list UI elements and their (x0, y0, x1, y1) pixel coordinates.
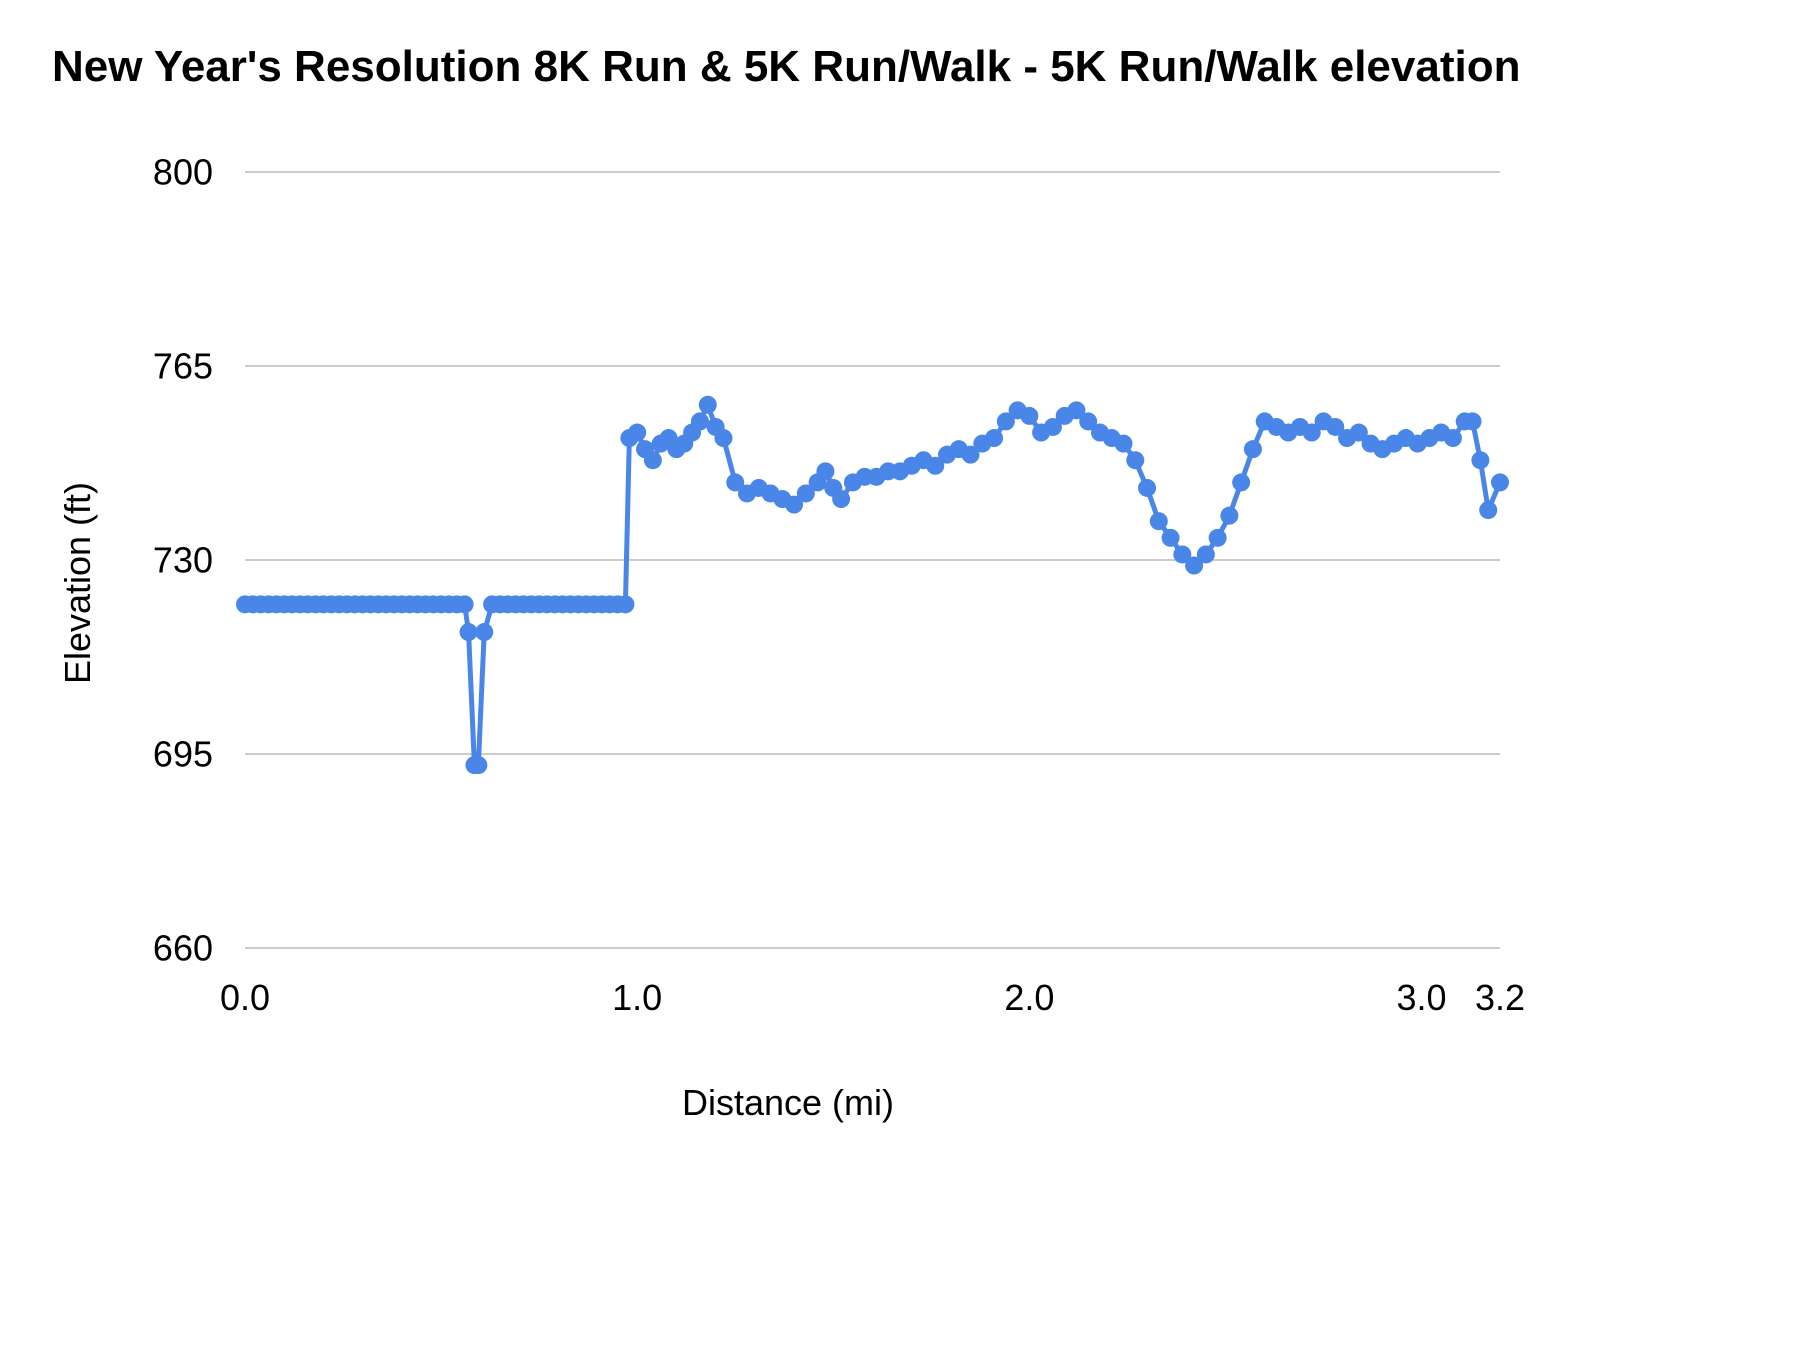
x-tick-label: 3.2 (1475, 977, 1525, 1018)
data-point-marker (985, 429, 1004, 448)
data-point-marker (469, 756, 488, 775)
data-point-marker (1067, 401, 1086, 420)
data-point-marker (1479, 501, 1498, 520)
data-point-marker (616, 595, 635, 614)
data-point-marker (1043, 417, 1062, 436)
data-point-marker (832, 490, 851, 509)
data-point-marker (726, 473, 745, 492)
data-point-marker (455, 595, 474, 614)
data-point-marker (1471, 451, 1490, 470)
y-tick-label: 765 (153, 346, 213, 387)
x-tick-label: 0.0 (220, 977, 270, 1018)
x-tick-label: 3.0 (1397, 977, 1447, 1018)
data-point-marker (961, 445, 980, 464)
elevation-line (242, 402, 1503, 768)
data-point-marker (1138, 478, 1157, 497)
data-point-marker (1185, 556, 1204, 575)
chart-title: New Year's Resolution 8K Run & 5K Run/Wa… (52, 42, 1521, 91)
data-point-marker (1232, 473, 1251, 492)
data-point-marker (714, 429, 733, 448)
y-tick-label: 660 (153, 928, 213, 969)
data-point-marker (1079, 412, 1098, 431)
y-tick-label: 695 (153, 734, 213, 775)
data-point-marker (1243, 440, 1262, 459)
data-point-marker (475, 623, 494, 642)
data-point-marker (1349, 423, 1368, 442)
data-point-marker (996, 412, 1015, 431)
data-point-marker (1196, 545, 1215, 564)
data-point-marker (926, 456, 945, 475)
data-point-marker (1114, 434, 1133, 453)
data-point-marker (1326, 417, 1345, 436)
data-point-marker (796, 484, 815, 503)
data-point-marker (1302, 423, 1321, 442)
data-point-marker (698, 395, 717, 414)
data-point-marker (1126, 451, 1145, 470)
data-point-marker (643, 451, 662, 470)
y-tick-label: 730 (153, 540, 213, 581)
x-tick-label: 2.0 (1004, 977, 1054, 1018)
data-point-marker (1161, 528, 1180, 547)
data-point-marker (1208, 528, 1227, 547)
data-point-marker (628, 423, 647, 442)
data-point-marker (785, 495, 804, 514)
data-point-marker (1220, 506, 1239, 525)
data-point-marker (816, 462, 835, 481)
data-point-marker (1149, 512, 1168, 531)
data-point-marker (1020, 406, 1039, 425)
data-point-marker (1463, 412, 1482, 431)
data-point-marker (1491, 473, 1509, 492)
x-tick-label: 1.0 (612, 977, 662, 1018)
data-point-marker (690, 412, 709, 431)
x-axis-title: Distance (mi) (681, 1082, 895, 1123)
y-axis-title: Elevation (ft) (57, 481, 98, 685)
data-point-marker (1443, 429, 1462, 448)
data-point-marker (459, 623, 478, 642)
y-tick-label: 800 (153, 152, 213, 193)
data-point-marker (1173, 545, 1192, 564)
